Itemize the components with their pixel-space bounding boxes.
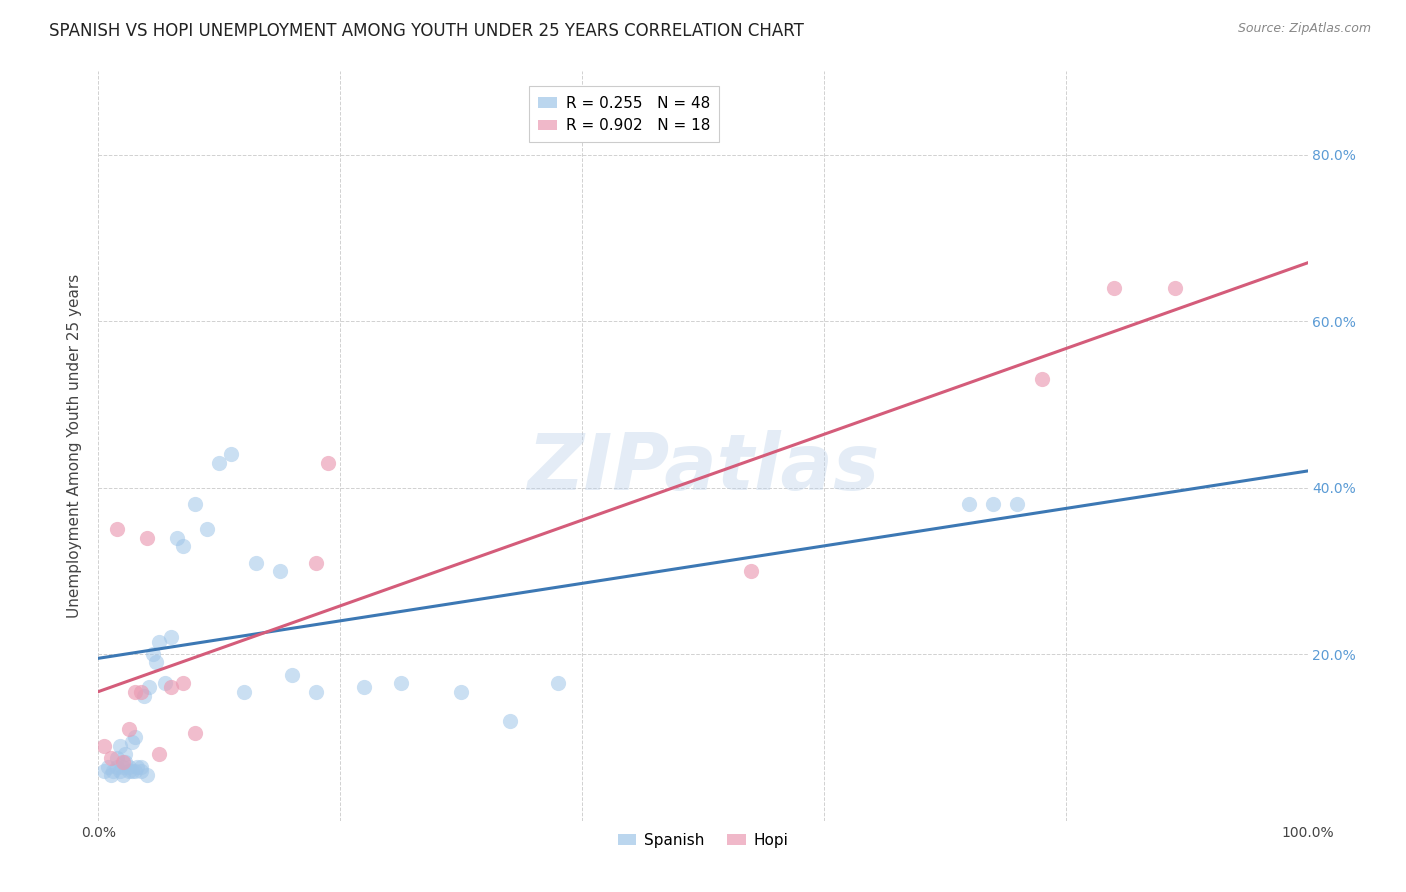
Point	[153, 676, 176, 690]
Point	[114, 756, 136, 770]
Point	[269, 564, 291, 578]
Point	[135, 768, 157, 782]
Y-axis label: Unemployment Among Youth under 25 years: Unemployment Among Youth under 25 years	[67, 274, 83, 618]
Point	[129, 759, 152, 773]
Point	[93, 764, 115, 778]
Point	[148, 747, 170, 761]
Point	[184, 497, 207, 511]
Point	[105, 522, 128, 536]
Point	[160, 631, 183, 645]
Point	[121, 764, 143, 778]
Point	[316, 456, 339, 470]
Text: ZIPatlas: ZIPatlas	[527, 431, 879, 507]
Point	[105, 751, 128, 765]
Point	[184, 726, 207, 740]
Point	[135, 531, 157, 545]
Legend: Spanish, Hopi: Spanish, Hopi	[612, 827, 794, 855]
Point	[389, 676, 412, 690]
Point	[118, 759, 141, 773]
Point	[281, 668, 304, 682]
Point	[105, 759, 128, 773]
Point	[93, 739, 115, 753]
Point	[148, 634, 170, 648]
Point	[124, 684, 146, 698]
Point	[100, 768, 122, 782]
Point	[114, 747, 136, 761]
Point	[127, 759, 149, 773]
Point	[129, 764, 152, 778]
Point	[118, 764, 141, 778]
Point	[498, 714, 520, 728]
Point	[547, 676, 569, 690]
Point	[134, 689, 156, 703]
Point	[97, 759, 120, 773]
Point	[245, 556, 267, 570]
Point	[111, 756, 134, 770]
Point	[160, 681, 183, 695]
Point	[450, 684, 472, 698]
Point	[305, 684, 328, 698]
Point	[108, 764, 131, 778]
Point	[111, 768, 134, 782]
Point	[195, 522, 218, 536]
Point	[100, 751, 122, 765]
Text: SPANISH VS HOPI UNEMPLOYMENT AMONG YOUTH UNDER 25 YEARS CORRELATION CHART: SPANISH VS HOPI UNEMPLOYMENT AMONG YOUTH…	[49, 22, 804, 40]
Point	[208, 456, 231, 470]
Point	[1102, 281, 1125, 295]
Point	[981, 497, 1004, 511]
Point	[124, 731, 146, 745]
Point	[172, 539, 194, 553]
Point	[1031, 372, 1053, 386]
Point	[138, 681, 160, 695]
Text: Source: ZipAtlas.com: Source: ZipAtlas.com	[1237, 22, 1371, 36]
Point	[740, 564, 762, 578]
Point	[305, 556, 328, 570]
Point	[1007, 497, 1029, 511]
Point	[221, 447, 243, 461]
Point	[124, 764, 146, 778]
Point	[118, 722, 141, 736]
Point	[121, 734, 143, 748]
Point	[142, 647, 165, 661]
Point	[957, 497, 980, 511]
Point	[111, 759, 134, 773]
Point	[108, 739, 131, 753]
Point	[172, 676, 194, 690]
Point	[129, 684, 152, 698]
Point	[145, 656, 167, 670]
Point	[166, 531, 188, 545]
Point	[353, 681, 375, 695]
Point	[101, 764, 124, 778]
Point	[1163, 281, 1185, 295]
Point	[232, 684, 254, 698]
